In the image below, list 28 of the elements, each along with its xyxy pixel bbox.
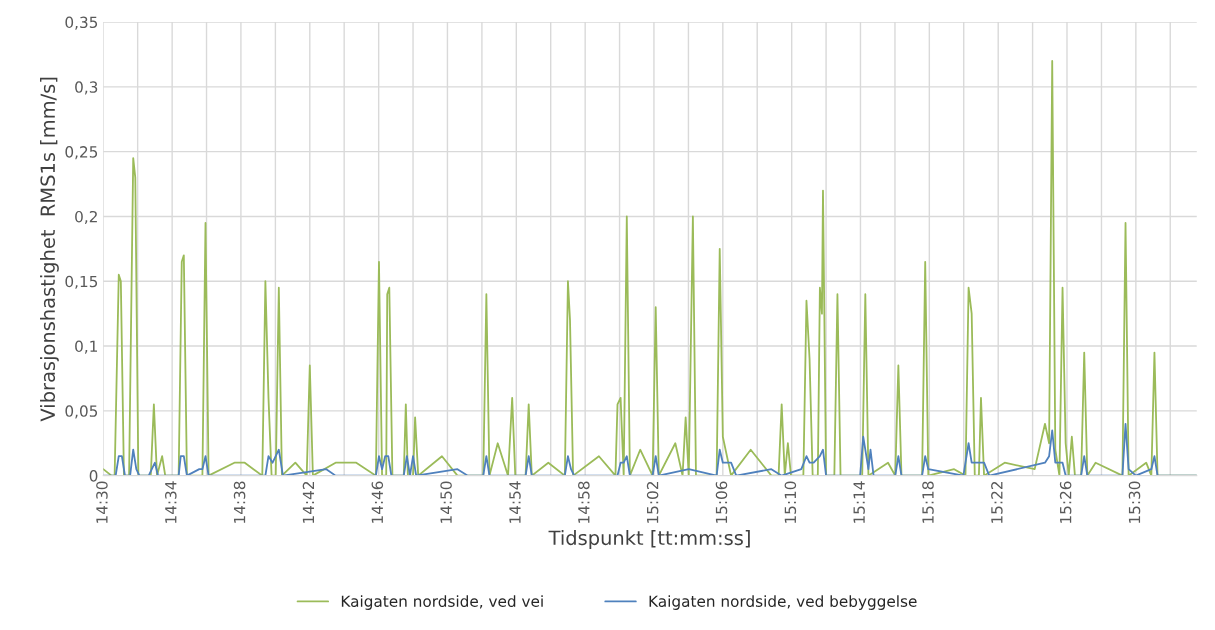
y-tick-label: 0,2 (75, 210, 97, 225)
x-tick-label: 15:10 (784, 481, 797, 523)
y-tick-label: 0,3 (75, 81, 98, 95)
x-tick-label: 15:02 (646, 482, 659, 523)
x-tick-label: 14:34 (165, 481, 177, 523)
x-tick-label: 15:14 (853, 481, 865, 523)
y-tick-label: 0,35 (65, 16, 98, 30)
x-tick-label: 14:30 (96, 481, 108, 523)
x-tick-label: 14:42 (302, 482, 315, 523)
x-tick-label: 14:50 (440, 481, 452, 523)
x-tick-label: 14:38 (233, 481, 246, 523)
x-tick-label: 14:54 (509, 481, 521, 523)
y-tick-label: 0,05 (65, 405, 98, 419)
y-tick-label: 0,15 (65, 275, 98, 289)
y-tick-label: 0 (89, 470, 98, 482)
y-tick-label: 0,1 (75, 340, 97, 354)
x-tick-label: 15:22 (991, 482, 1003, 523)
y-axis-title: Vibrasjonshastighet RMS1s [mm/s] (40, 77, 59, 422)
x-tick-label: 14:46 (371, 481, 384, 523)
x-tick-label: 15:06 (715, 481, 728, 523)
x-tick-label: 15:26 (1059, 481, 1072, 523)
legend-label: Kaigaten nordside, ved vei (341, 595, 543, 610)
x-tick-label: 15:18 (922, 481, 934, 523)
x-tick-label: 15:30 (1128, 481, 1141, 523)
legend-label: Kaigaten nordside, ved bebyggelse (649, 595, 917, 610)
y-tick-label: 0,25 (65, 146, 98, 160)
x-axis-title: Tidspunkt [tt:mm:ss] (548, 530, 750, 549)
x-tick-label: 14:58 (578, 481, 590, 523)
